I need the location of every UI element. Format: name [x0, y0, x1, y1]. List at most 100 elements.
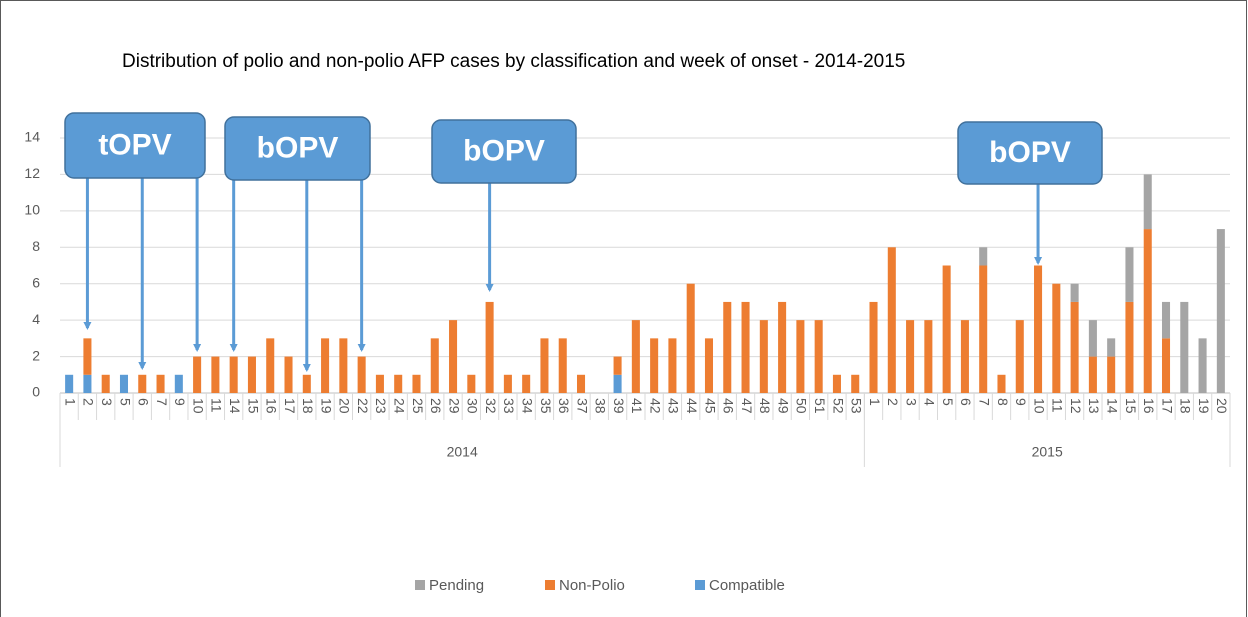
- bar-segment: [1070, 301, 1079, 393]
- x-tick-label: 36: [556, 398, 572, 414]
- bar-segment: [1125, 247, 1134, 302]
- bar-segment: [247, 356, 256, 393]
- bar-segment: [942, 265, 951, 393]
- bar-segment: [284, 356, 293, 393]
- x-tick-label: 12: [1068, 398, 1084, 414]
- y-tick-label: 6: [32, 274, 40, 290]
- chart-title: Distribution of polio and non-polio AFP …: [122, 51, 905, 72]
- x-tick-label: 9: [1013, 398, 1029, 406]
- y-tick-label: 14: [24, 129, 40, 145]
- x-tick-label: 48: [757, 398, 773, 414]
- bar-segment: [924, 320, 933, 393]
- x-tick-label: 15: [1123, 398, 1139, 414]
- bar-segment: [613, 356, 622, 375]
- bar-segment: [1107, 338, 1116, 357]
- x-tick-label: 9: [172, 398, 188, 406]
- x-tick-label: 43: [666, 398, 682, 414]
- x-tick-label: 46: [721, 398, 737, 414]
- x-tick-label: 44: [684, 398, 700, 414]
- y-tick-label: 8: [32, 238, 40, 254]
- bar-segment: [1015, 320, 1024, 393]
- y-tick-label: 12: [24, 165, 40, 181]
- bar-segment: [979, 265, 988, 393]
- bar-segment: [869, 301, 878, 393]
- x-tick-label: 6: [136, 398, 152, 406]
- x-tick-label: 19: [318, 398, 334, 414]
- x-tick-label: 18: [300, 398, 316, 414]
- x-tick-label: 42: [647, 398, 663, 414]
- x-tick-label: 49: [775, 398, 791, 414]
- bar-segment: [83, 374, 92, 393]
- bar-segment: [1070, 283, 1079, 302]
- legend-swatch: [545, 580, 555, 590]
- x-tick-label: 26: [428, 398, 444, 414]
- bar-segment: [613, 374, 622, 393]
- bar-segment: [887, 247, 896, 393]
- bar-segment: [211, 356, 220, 393]
- callout-box: [224, 116, 371, 181]
- callout-text: bOPV: [257, 131, 339, 164]
- bar-segment: [138, 374, 147, 393]
- bar-segment: [741, 301, 750, 393]
- bar-segment: [997, 374, 1006, 393]
- bar-segment: [1216, 229, 1225, 393]
- x-tick-label: 14: [227, 398, 243, 414]
- x-tick-label: 13: [1086, 398, 1102, 414]
- x-tick-label: 14: [1104, 398, 1120, 414]
- bar-segment: [394, 374, 403, 393]
- bar-segment: [650, 338, 659, 393]
- x-tick-label: 11: [209, 398, 225, 413]
- x-tick-label: 5: [117, 398, 133, 406]
- bar-segment: [1198, 338, 1207, 393]
- x-tick-label: 6: [958, 398, 974, 406]
- bar-segment: [1161, 338, 1171, 393]
- bar-segment: [65, 374, 74, 393]
- x-tick-label: 32: [483, 398, 499, 414]
- x-tick-label: 25: [410, 398, 426, 414]
- x-tick-label: 4: [922, 398, 938, 406]
- bar-segment: [832, 374, 841, 393]
- x-tick-label: 24: [392, 398, 408, 414]
- legend-label: Pending: [429, 577, 484, 594]
- y-tick-label: 4: [32, 311, 40, 327]
- bar-segment: [1125, 301, 1134, 393]
- x-tick-label: 17: [1159, 398, 1175, 414]
- x-tick-label: 8: [995, 398, 1011, 406]
- x-tick-label: 51: [812, 398, 828, 414]
- x-tick-label: 15: [245, 398, 261, 414]
- bar-segment: [851, 374, 860, 393]
- x-tick-label: 39: [611, 398, 627, 414]
- bar-segment: [704, 338, 714, 393]
- bar-segment: [156, 374, 165, 393]
- x-tick-label: 33: [501, 398, 517, 414]
- legend-label: Compatible: [709, 577, 785, 594]
- x-tick-label: 17: [282, 398, 298, 414]
- bar-segment: [522, 374, 531, 393]
- bar-segment: [321, 338, 330, 393]
- bar-segment: [503, 374, 512, 393]
- bar-segment: [1180, 301, 1189, 393]
- x-tick-label: 10: [1031, 398, 1047, 414]
- x-tick-label: 35: [538, 398, 554, 414]
- x-tick-label: 5: [940, 398, 956, 406]
- bar-segment: [979, 247, 988, 266]
- x-tick-label: 30: [465, 398, 481, 414]
- bar-segment: [576, 374, 586, 393]
- bar-segment: [449, 320, 458, 393]
- x-tick-label: 2: [81, 398, 97, 406]
- group-label: 2015: [1032, 444, 1063, 460]
- x-tick-label: 3: [99, 398, 115, 406]
- bar-segment: [193, 356, 202, 393]
- bar-segment: [759, 320, 768, 393]
- y-tick-label: 10: [24, 202, 40, 218]
- legend-swatch: [415, 580, 425, 590]
- bar-segment: [540, 338, 549, 393]
- x-tick-label: 20: [337, 398, 353, 414]
- x-tick-label: 37: [574, 398, 590, 414]
- x-tick-label: 20: [1214, 398, 1230, 414]
- bar-segment: [1052, 283, 1061, 393]
- x-tick-label: 18: [1178, 398, 1194, 414]
- bar-segment: [1088, 320, 1097, 357]
- bar-segment: [302, 374, 311, 393]
- bar-segment: [558, 338, 567, 393]
